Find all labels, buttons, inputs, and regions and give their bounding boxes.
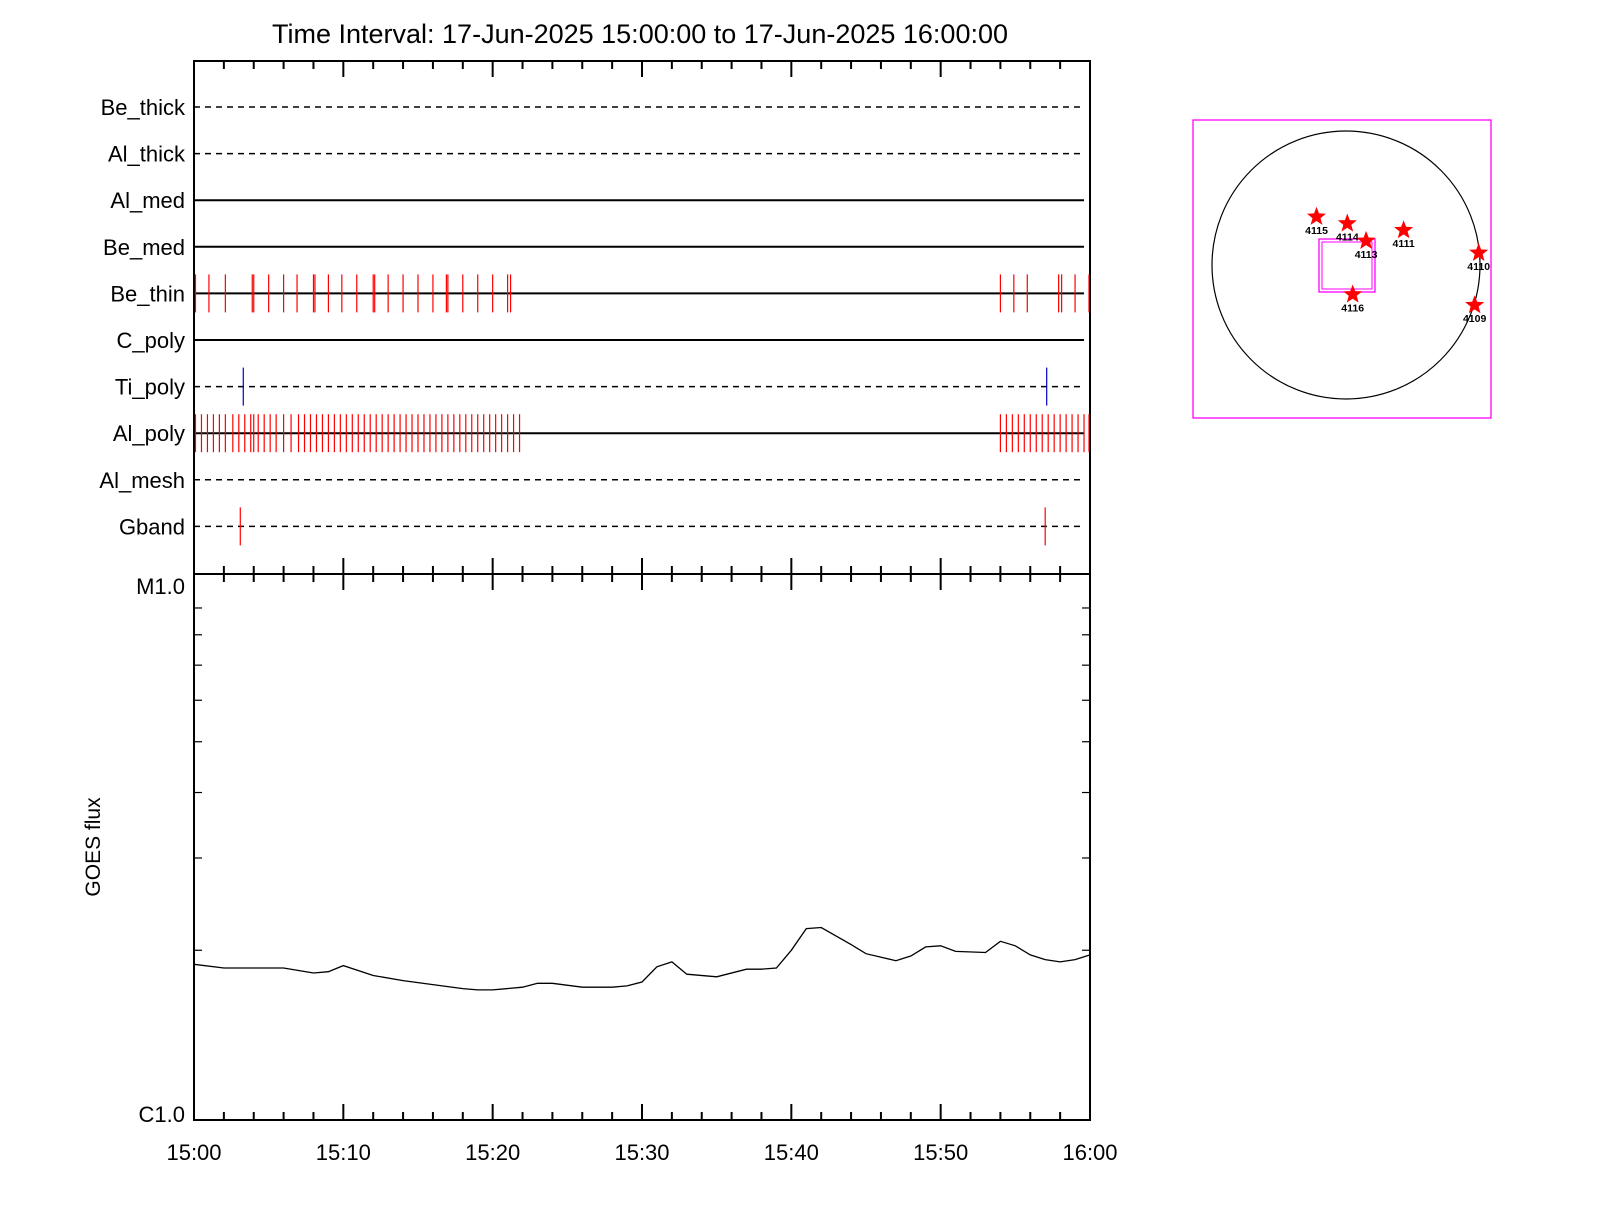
y-tick-label: C1.0 xyxy=(139,1102,185,1127)
active-region-label: 4114 xyxy=(1336,231,1359,243)
active-region-star xyxy=(1469,242,1489,261)
timeline-rows: Be_thick Al_thick Al_med Be_med Be_thin C_pol… xyxy=(99,95,1090,546)
row-label: C_poly xyxy=(117,328,185,353)
active-region-star xyxy=(1465,295,1485,314)
x-tick-label: 16:00 xyxy=(1062,1140,1117,1165)
goes-flux-line xyxy=(193,926,1091,991)
timeline-frame xyxy=(193,60,1091,575)
flux-frame xyxy=(193,573,1091,1121)
active-region-markers: 4115 4114 4113 4111 4110 4116 4109 xyxy=(1305,206,1490,325)
flux-ticks xyxy=(193,574,1091,1120)
map-frame xyxy=(1192,119,1492,419)
row-label: Gband xyxy=(119,514,185,539)
active-region-label: 4115 xyxy=(1305,225,1328,237)
filter-timeline-panel: Be_thick Al_thick Al_med Be_med Be_thin C_pol… xyxy=(99,60,1091,575)
x-tick-label: 15:10 xyxy=(316,1140,371,1165)
active-region-label: 4111 xyxy=(1393,238,1415,250)
timeline-ticks xyxy=(193,61,1091,574)
flux-x-tick-labels: 15:00 15:10 15:20 15:30 15:40 15:50 16:00 xyxy=(166,1140,1117,1165)
active-region-label: 4116 xyxy=(1341,302,1364,314)
x-tick-label: 15:40 xyxy=(764,1140,819,1165)
chart-title: Time Interval: 17-Jun-2025 15:00:00 to 1… xyxy=(272,19,1008,49)
active-region-star xyxy=(1307,206,1326,225)
solar-limb xyxy=(1211,130,1481,400)
flux-y-tick-labels: M1.0 C1.0 xyxy=(136,574,185,1127)
row-label: Al_thick xyxy=(108,142,186,167)
fov-box-inner xyxy=(1321,241,1373,290)
row-label: Al_med xyxy=(110,188,185,213)
row-label: Be_thin xyxy=(110,281,185,306)
active-region-label: 4110 xyxy=(1467,261,1490,273)
x-tick-label: 15:20 xyxy=(465,1140,520,1165)
row-label: Ti_poly xyxy=(115,375,185,400)
row-label: Be_thick xyxy=(101,95,186,120)
row-label: Al_poly xyxy=(113,421,185,446)
x-tick-label: 15:00 xyxy=(166,1140,221,1165)
flux-y-axis-label: GOES flux xyxy=(82,797,105,897)
y-tick-label: M1.0 xyxy=(136,574,185,599)
active-region-star xyxy=(1337,213,1357,232)
x-tick-label: 15:50 xyxy=(913,1140,968,1165)
solar-disk-map: 4115 4114 4113 4111 4110 4116 4109 xyxy=(1192,119,1492,419)
row-label: Be_med xyxy=(103,235,185,260)
x-tick-label: 15:30 xyxy=(614,1140,669,1165)
active-region-label: 4113 xyxy=(1355,249,1378,261)
fov-box-outer xyxy=(1318,238,1376,293)
active-region-label: 4109 xyxy=(1463,313,1487,325)
row-label: Al_mesh xyxy=(99,468,185,493)
active-region-star xyxy=(1394,220,1414,239)
active-region-star xyxy=(1343,284,1363,303)
active-region-star xyxy=(1356,230,1376,249)
goes-flux-panel: M1.0C1.0 15:00 15:10 15:20 15:30 15:40 15:50 1… xyxy=(82,573,1118,1165)
